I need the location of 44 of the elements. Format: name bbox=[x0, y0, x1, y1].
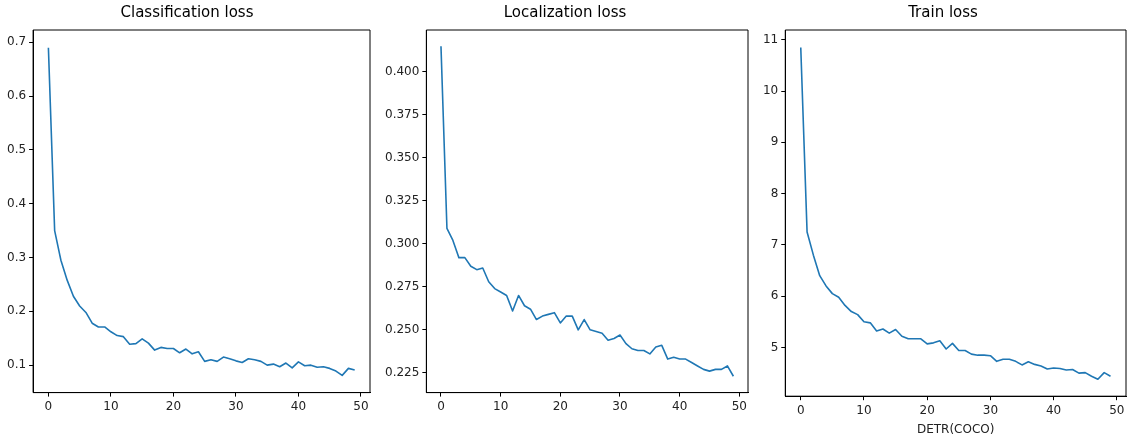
y-tick-label: 0.5 bbox=[6, 142, 27, 157]
x-tick-label: 10 bbox=[493, 398, 509, 413]
y-tick-label: 10 bbox=[762, 83, 779, 98]
x-tick-label: 20 bbox=[165, 398, 182, 413]
y-tick-label: 0.325 bbox=[384, 193, 420, 208]
y-tick-label: 11 bbox=[762, 31, 779, 46]
y-tick-label: 0.2 bbox=[6, 303, 27, 318]
x-tick-label: 20 bbox=[919, 402, 935, 417]
x-tick-label: 0 bbox=[437, 398, 445, 413]
x-tick-label: 30 bbox=[612, 398, 628, 413]
y-tick-label: 0.225 bbox=[384, 364, 420, 379]
y-tick-label: 8 bbox=[770, 185, 779, 200]
chart-title: Classification loss bbox=[120, 2, 254, 21]
y-tick-label: 6 bbox=[770, 288, 779, 303]
y-tick-label: 0.350 bbox=[384, 150, 420, 165]
y-tick-label: 0.4 bbox=[6, 195, 27, 210]
y-tick-label: 0.275 bbox=[384, 278, 420, 293]
x-tick-label: 50 bbox=[731, 398, 747, 413]
y-tick-label: 9 bbox=[770, 134, 779, 149]
y-tick-label: 0.6 bbox=[6, 88, 27, 103]
x-tick-label: 50 bbox=[353, 398, 369, 413]
y-tick-label: 5 bbox=[770, 339, 779, 354]
x-tick-label: 0 bbox=[796, 402, 805, 417]
x-tick-label: 30 bbox=[982, 402, 999, 417]
y-tick-label: 0.1 bbox=[6, 357, 27, 372]
x-tick-label: 10 bbox=[856, 402, 872, 417]
x-tick-label: 0 bbox=[44, 398, 53, 413]
x-tick-label: 50 bbox=[1109, 402, 1125, 417]
y-tick-label: 0.300 bbox=[384, 236, 420, 251]
x-tick-label: 40 bbox=[672, 398, 688, 413]
chart-title: Localization loss bbox=[503, 2, 627, 21]
x-tick-label: 30 bbox=[228, 398, 244, 413]
y-tick-label: 0.400 bbox=[384, 64, 420, 79]
x-tick-label: 20 bbox=[552, 398, 568, 413]
y-tick-label: 0.7 bbox=[6, 34, 27, 49]
y-tick-label: 0.250 bbox=[384, 321, 420, 336]
x-tick-label: 40 bbox=[1045, 402, 1062, 417]
y-tick-label: 0.3 bbox=[6, 249, 27, 264]
x-tick-label: 10 bbox=[103, 398, 119, 413]
x-tick-label: 40 bbox=[290, 398, 307, 413]
y-tick-label: 7 bbox=[770, 237, 779, 252]
y-tick-label: 0.375 bbox=[384, 107, 420, 122]
chart-title: Train loss bbox=[907, 2, 979, 21]
x-axis-title: DETR(COCO) bbox=[916, 421, 995, 436]
